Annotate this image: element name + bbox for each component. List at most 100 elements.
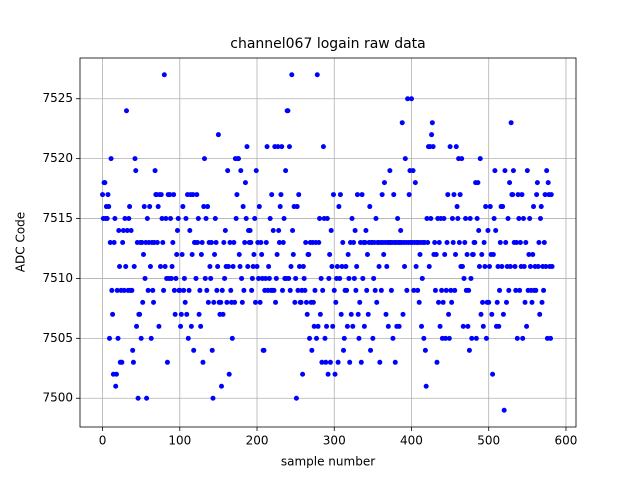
point bbox=[150, 287, 156, 293]
point bbox=[360, 275, 366, 281]
point bbox=[107, 240, 113, 245]
point bbox=[529, 299, 535, 305]
point bbox=[476, 263, 482, 269]
point bbox=[354, 263, 360, 269]
point bbox=[290, 251, 296, 257]
point bbox=[500, 204, 506, 210]
point bbox=[275, 144, 281, 150]
point bbox=[390, 335, 396, 341]
point bbox=[349, 216, 355, 222]
point bbox=[428, 216, 434, 222]
point bbox=[139, 240, 145, 245]
point bbox=[508, 120, 514, 126]
x-tick-label: 600 bbox=[555, 434, 578, 448]
point bbox=[288, 263, 294, 269]
point bbox=[513, 287, 519, 293]
y-tick-label: 7515 bbox=[42, 211, 73, 225]
point bbox=[186, 287, 192, 293]
point bbox=[340, 240, 346, 245]
point bbox=[548, 335, 554, 341]
point bbox=[549, 263, 555, 269]
point bbox=[470, 251, 476, 257]
point bbox=[473, 335, 479, 341]
point bbox=[159, 216, 165, 222]
point bbox=[356, 335, 362, 341]
point bbox=[451, 192, 457, 198]
point bbox=[304, 311, 310, 317]
point bbox=[180, 204, 186, 210]
point bbox=[195, 216, 201, 222]
point bbox=[417, 251, 423, 257]
point bbox=[392, 359, 398, 365]
point bbox=[541, 240, 547, 245]
point bbox=[324, 323, 330, 329]
point bbox=[534, 180, 540, 186]
point bbox=[411, 287, 417, 293]
point bbox=[348, 311, 354, 317]
point bbox=[147, 204, 153, 210]
point bbox=[395, 216, 401, 222]
point bbox=[173, 275, 179, 281]
point bbox=[123, 263, 129, 269]
point bbox=[327, 251, 333, 257]
point bbox=[387, 168, 393, 174]
point bbox=[398, 228, 404, 234]
point bbox=[533, 287, 539, 293]
point bbox=[261, 347, 267, 353]
point bbox=[259, 251, 265, 257]
point bbox=[184, 311, 190, 317]
point bbox=[233, 216, 239, 222]
point bbox=[520, 216, 526, 222]
point bbox=[234, 192, 240, 198]
point bbox=[461, 275, 467, 281]
point bbox=[138, 335, 144, 341]
point bbox=[297, 263, 303, 269]
point bbox=[445, 192, 451, 198]
point bbox=[241, 287, 247, 293]
point bbox=[541, 287, 547, 293]
point bbox=[225, 168, 231, 174]
point bbox=[453, 144, 459, 150]
point bbox=[226, 371, 232, 377]
point bbox=[114, 287, 120, 293]
point bbox=[300, 371, 306, 377]
point bbox=[131, 263, 137, 269]
plot-frame bbox=[79, 57, 577, 428]
point bbox=[522, 299, 528, 305]
point bbox=[252, 299, 258, 305]
point bbox=[163, 216, 169, 222]
point bbox=[190, 192, 196, 198]
point bbox=[141, 204, 147, 210]
point bbox=[152, 168, 158, 174]
point bbox=[544, 168, 550, 174]
point bbox=[327, 359, 333, 365]
point bbox=[243, 216, 249, 222]
point bbox=[475, 180, 481, 186]
point bbox=[543, 263, 549, 269]
point bbox=[388, 287, 394, 293]
point bbox=[116, 228, 122, 234]
point bbox=[202, 156, 208, 162]
point bbox=[385, 323, 391, 329]
point bbox=[324, 216, 330, 222]
point bbox=[507, 263, 513, 269]
point bbox=[250, 263, 256, 269]
point bbox=[502, 168, 508, 174]
point bbox=[469, 335, 475, 341]
point bbox=[495, 263, 501, 269]
point bbox=[212, 216, 218, 222]
point bbox=[179, 251, 185, 257]
point bbox=[437, 323, 443, 329]
point bbox=[489, 311, 495, 317]
point bbox=[218, 383, 224, 389]
point bbox=[178, 311, 184, 317]
point bbox=[127, 204, 133, 210]
point bbox=[434, 359, 440, 365]
point bbox=[214, 287, 220, 293]
point bbox=[548, 192, 554, 198]
point bbox=[368, 347, 374, 353]
point bbox=[113, 383, 119, 389]
point bbox=[483, 335, 489, 341]
